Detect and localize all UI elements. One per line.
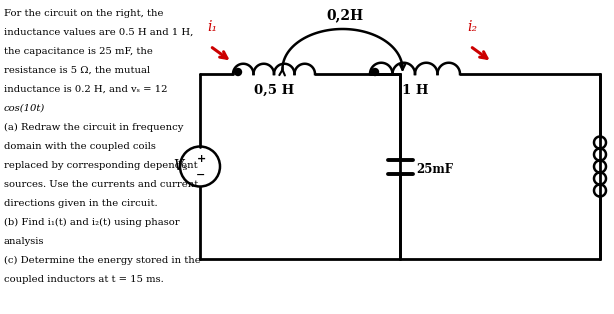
Circle shape xyxy=(371,68,378,75)
Circle shape xyxy=(235,68,241,75)
Text: cos(10t): cos(10t) xyxy=(4,104,45,113)
Text: inductance is 0.2 H, and vₛ = 12: inductance is 0.2 H, and vₛ = 12 xyxy=(4,85,168,94)
Text: directions given in the circuit.: directions given in the circuit. xyxy=(4,199,158,208)
Text: domain with the coupled coils: domain with the coupled coils xyxy=(4,142,156,151)
Text: i₂: i₂ xyxy=(467,20,477,34)
Text: (a) Redraw the circuit in frequency: (a) Redraw the circuit in frequency xyxy=(4,123,184,132)
Text: (c) Determine the energy stored in the: (c) Determine the energy stored in the xyxy=(4,256,201,265)
Text: replaced by corresponding dependent: replaced by corresponding dependent xyxy=(4,161,198,170)
Text: 25mF: 25mF xyxy=(416,163,453,176)
Text: 1 H: 1 H xyxy=(402,84,428,97)
Text: sources. Use the currents and current: sources. Use the currents and current xyxy=(4,180,198,189)
Text: (b) Find i₁(t) and i₂(t) using phasor: (b) Find i₁(t) and i₂(t) using phasor xyxy=(4,218,180,227)
Text: inductance values are 0.5 H and 1 H,: inductance values are 0.5 H and 1 H, xyxy=(4,28,193,37)
Text: i₁: i₁ xyxy=(207,20,217,34)
Text: For the circuit on the right, the: For the circuit on the right, the xyxy=(4,9,163,18)
Text: analysis: analysis xyxy=(4,237,44,246)
Text: coupled inductors at t = 15 ms.: coupled inductors at t = 15 ms. xyxy=(4,275,164,284)
Text: 0,2H: 0,2H xyxy=(326,8,363,22)
Text: resistance is 5 Ω, the mutual: resistance is 5 Ω, the mutual xyxy=(4,66,150,75)
Text: −: − xyxy=(196,170,206,180)
Text: +: + xyxy=(196,154,206,164)
Text: Vₛ: Vₛ xyxy=(173,160,188,174)
Text: 0,5 H: 0,5 H xyxy=(254,84,294,97)
Text: the capacitance is 25 mF, the: the capacitance is 25 mF, the xyxy=(4,47,153,56)
